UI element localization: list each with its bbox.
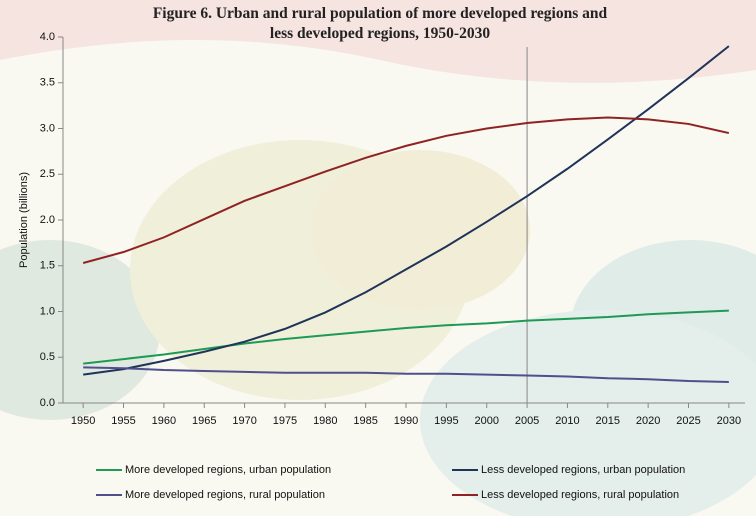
y-tick-label: 2.0 bbox=[40, 214, 55, 226]
x-tick-label: 1970 bbox=[232, 415, 256, 427]
x-tick-label: 2000 bbox=[474, 415, 498, 427]
line-series bbox=[83, 309, 729, 365]
x-tick-label: 1965 bbox=[192, 415, 216, 427]
y-tick-label: 0.5 bbox=[40, 351, 55, 363]
x-tick-label: 1955 bbox=[111, 415, 135, 427]
y-tick-label: 0.0 bbox=[40, 397, 55, 409]
x-tick-label: 1980 bbox=[313, 415, 337, 427]
line-series bbox=[82, 116, 730, 264]
y-tick-label: 3.5 bbox=[40, 77, 55, 89]
y-tick-label: 4.0 bbox=[40, 31, 55, 43]
y-axis-label: Population (billions) bbox=[18, 172, 30, 268]
chart-title: Figure 6. Urban and rural population of … bbox=[152, 5, 608, 42]
bg-cloud bbox=[420, 310, 756, 516]
x-tick-label: 2010 bbox=[555, 415, 579, 427]
legend-label: More developed regions, urban population bbox=[125, 464, 331, 476]
y-tick-label: 1.0 bbox=[40, 305, 55, 317]
bg-cloud bbox=[310, 150, 530, 310]
x-tick-label: 1995 bbox=[434, 415, 458, 427]
legend-label: More developed regions, rural population bbox=[125, 489, 325, 501]
x-tick-label: 1975 bbox=[273, 415, 297, 427]
x-tick-label: 2020 bbox=[636, 415, 660, 427]
x-tick-label: 2025 bbox=[676, 415, 700, 427]
x-tick-label: 2030 bbox=[717, 415, 741, 427]
x-tick-label: 2015 bbox=[596, 415, 620, 427]
x-tick-label: 1985 bbox=[353, 415, 377, 427]
legend-label: Less developed regions, rural population bbox=[481, 489, 679, 501]
x-tick-label: 2005 bbox=[515, 415, 539, 427]
bg-cloud bbox=[0, 240, 160, 420]
y-tick-label: 2.5 bbox=[40, 168, 55, 180]
bg-band bbox=[0, 0, 756, 83]
y-tick-label: 3.0 bbox=[40, 122, 55, 134]
line-series bbox=[83, 366, 729, 383]
x-tick-label: 1960 bbox=[152, 415, 176, 427]
y-tick-label: 1.5 bbox=[40, 260, 55, 272]
x-tick-label: 1990 bbox=[394, 415, 418, 427]
legend-label: Less developed regions, urban population bbox=[481, 464, 685, 476]
line-series bbox=[83, 45, 730, 376]
x-tick-label: 1950 bbox=[71, 415, 95, 427]
